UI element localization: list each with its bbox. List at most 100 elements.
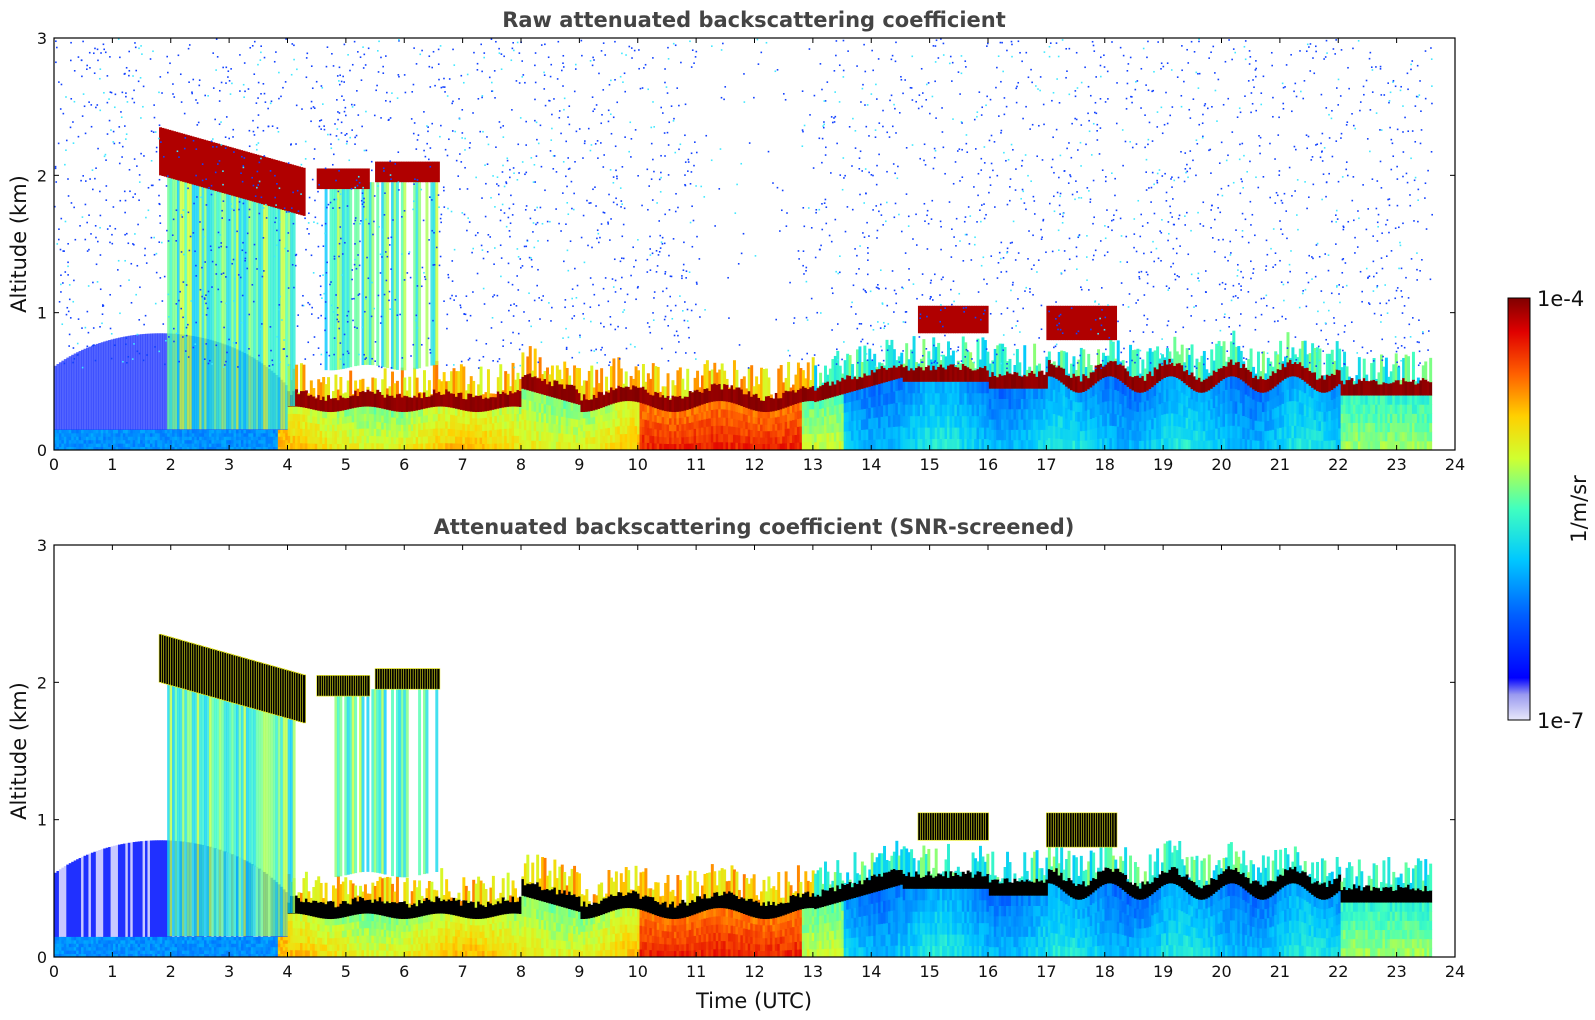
bl-top-layer-cell <box>484 397 488 412</box>
cloud-layer-cell <box>434 161 438 183</box>
heatmap-cell <box>496 408 500 416</box>
heatmap-cell <box>669 430 672 438</box>
bl-top-layer-cell <box>1055 366 1059 379</box>
heatmap-cell <box>1133 410 1137 422</box>
heatmap-cell <box>860 439 864 450</box>
heatmap-cell <box>1099 379 1103 392</box>
noise-speckle <box>973 243 976 246</box>
heatmap-cell <box>435 435 439 444</box>
bl-top-layer-cell <box>892 365 896 380</box>
bl-top-layer-cell <box>1077 375 1081 393</box>
heatmap-cell <box>1006 439 1010 450</box>
noise-speckle <box>175 303 178 305</box>
heatmap-cell <box>531 400 535 412</box>
bl-top-layer-cell <box>482 398 486 412</box>
heatmap-cell <box>878 427 882 440</box>
cloud-layer-cell <box>1081 305 1085 341</box>
bl-top-layer-cell <box>536 377 540 393</box>
heatmap-cell <box>671 437 675 445</box>
heatmap-cell <box>233 446 237 450</box>
heatmap-cell <box>376 435 380 444</box>
heatmap-cell <box>794 426 798 436</box>
mixed-layer-cell <box>573 365 577 386</box>
heatmap-cell <box>1020 398 1024 410</box>
heatmap-cell <box>1099 426 1103 439</box>
heatmap-cell <box>568 441 572 450</box>
heatmap-cell <box>95 443 99 448</box>
heatmap-cell <box>216 432 220 437</box>
heatmap-cell <box>275 429 279 434</box>
noise-speckle <box>481 96 483 99</box>
heatmap-cell <box>339 410 343 418</box>
heatmap-cell <box>145 429 148 434</box>
heatmap-cell <box>617 409 621 419</box>
bl-top-layer-cell <box>693 389 697 408</box>
heatmap-cell <box>245 432 249 437</box>
heatmap-cell <box>1015 408 1019 420</box>
heatmap-cell <box>1195 420 1199 431</box>
heatmap-cell <box>713 433 717 443</box>
heatmap-cell <box>956 381 960 394</box>
bl-top-layer-cell <box>501 391 505 408</box>
heatmap-cell <box>1133 440 1137 450</box>
heatmap-cell <box>1163 389 1167 403</box>
heatmap-cell <box>723 417 727 426</box>
heatmap-cell <box>1101 401 1105 415</box>
heatmap-cell <box>1052 401 1056 415</box>
heatmap-cell <box>1296 401 1300 414</box>
heatmap-cell <box>351 407 355 416</box>
heatmap-cell <box>762 417 766 425</box>
heatmap-cell <box>777 416 781 424</box>
bl-top-layer-cell <box>715 384 719 402</box>
bl-top-layer-cell <box>521 376 525 389</box>
heatmap-cell <box>1318 401 1322 412</box>
cloud-layer-cell <box>344 168 347 190</box>
heatmap-cell <box>322 411 326 419</box>
heatmap-cell <box>450 414 454 422</box>
heatmap-cell <box>1141 401 1145 412</box>
heatmap-cell <box>1325 420 1329 432</box>
noise-speckle <box>416 285 419 287</box>
heatmap-cell <box>1141 392 1145 403</box>
heatmap-cell <box>1126 428 1130 440</box>
night-layer-cell <box>88 346 92 430</box>
heatmap-cell <box>127 439 131 444</box>
mixed-layer-cell <box>565 367 569 385</box>
heatmap-cell <box>693 435 697 444</box>
heatmap-cell <box>1185 439 1189 450</box>
heatmap-cell <box>536 402 540 413</box>
heatmap-cell <box>959 415 963 428</box>
heatmap-cell <box>403 430 407 438</box>
heatmap-cell <box>1416 431 1420 442</box>
mixed-layer-cell <box>413 367 417 396</box>
night-layer-cell <box>125 336 129 430</box>
heatmap-cell <box>1306 416 1310 429</box>
heatmap-cell <box>676 417 680 425</box>
heatmap-cell <box>806 400 810 410</box>
heatmap-cell <box>595 409 599 417</box>
cloud-layer-cell <box>293 165 297 214</box>
heatmap-cell <box>720 400 724 410</box>
heatmap-cell <box>573 426 577 435</box>
heatmap-cell <box>880 438 884 450</box>
bl-top-layer-cell <box>1291 363 1295 377</box>
mixed-layer-cell <box>1180 344 1184 366</box>
bl-top-layer-cell <box>664 397 668 412</box>
heatmap-cell <box>892 379 896 392</box>
mixed-layer-cell <box>646 373 650 393</box>
heatmap-cell <box>1138 421 1142 432</box>
heatmap-cell <box>1195 430 1199 441</box>
heatmap-cell <box>558 424 562 434</box>
heatmap-cell <box>735 426 739 436</box>
heatmap-cell <box>1429 440 1433 450</box>
heatmap-cell <box>757 436 761 444</box>
heatmap-cell <box>966 438 970 450</box>
cloud-layer-cell <box>976 305 980 334</box>
heatmap-cell <box>784 421 788 430</box>
noise-speckle <box>1365 79 1368 82</box>
heatmap-cell <box>130 443 134 448</box>
heatmap-cell <box>1343 440 1347 450</box>
heatmap-cell <box>329 437 333 445</box>
heatmap-cell <box>728 417 732 427</box>
heatmap-cell <box>1306 405 1310 418</box>
